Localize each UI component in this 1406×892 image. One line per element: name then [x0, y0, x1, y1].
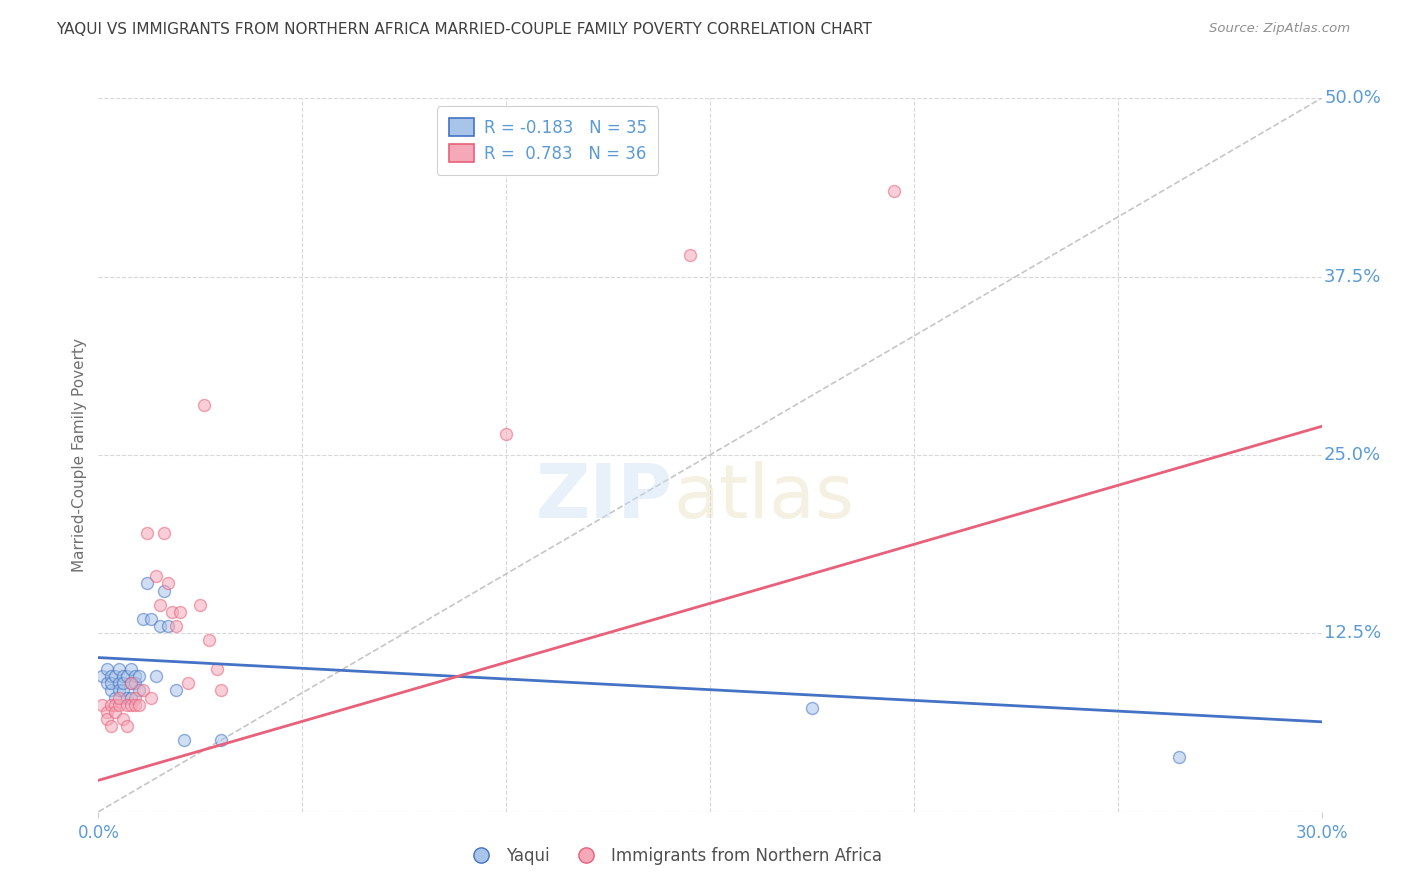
Legend: Yaqui, Immigrants from Northern Africa: Yaqui, Immigrants from Northern Africa — [458, 840, 889, 871]
Text: ZIP: ZIP — [536, 461, 673, 534]
Point — [177, 676, 200, 690]
Point — [115, 698, 138, 712]
Point — [165, 683, 187, 698]
Text: 50.0%: 50.0% — [1324, 89, 1381, 107]
Point — [205, 662, 228, 676]
Point — [124, 676, 146, 690]
Point — [197, 633, 219, 648]
Text: YAQUI VS IMMIGRANTS FROM NORTHERN AFRICA MARRIED-COUPLE FAMILY POVERTY CORRELATI: YAQUI VS IMMIGRANTS FROM NORTHERN AFRICA… — [56, 22, 872, 37]
Point — [495, 426, 517, 441]
Text: 12.5%: 12.5% — [1324, 624, 1381, 642]
Point — [115, 719, 138, 733]
Point — [111, 683, 134, 698]
Point — [679, 248, 702, 262]
Point — [120, 676, 142, 690]
Point — [96, 712, 118, 726]
Point — [141, 690, 163, 705]
Point — [111, 712, 134, 726]
Point — [120, 676, 142, 690]
Point — [120, 662, 142, 676]
Point — [115, 690, 138, 705]
Point — [160, 605, 183, 619]
Point — [209, 733, 232, 747]
Point — [104, 698, 127, 712]
Point — [104, 705, 127, 719]
Point — [156, 576, 179, 591]
Point — [141, 612, 163, 626]
Point — [883, 184, 905, 198]
Point — [801, 700, 824, 714]
Point — [120, 698, 142, 712]
Point — [91, 698, 114, 712]
Point — [145, 569, 167, 583]
Point — [108, 676, 131, 690]
Point — [108, 698, 131, 712]
Point — [136, 526, 159, 541]
Point — [108, 662, 131, 676]
Point — [193, 398, 215, 412]
Point — [124, 690, 146, 705]
Point — [128, 683, 150, 698]
Text: atlas: atlas — [673, 461, 855, 534]
Point — [149, 619, 172, 633]
Point — [100, 719, 122, 733]
Point — [111, 676, 134, 690]
Point — [124, 669, 146, 683]
Point — [108, 690, 131, 705]
Point — [111, 669, 134, 683]
Point — [149, 598, 172, 612]
Point — [115, 669, 138, 683]
Point — [120, 690, 142, 705]
Point — [169, 605, 191, 619]
Point — [108, 683, 131, 698]
Text: 37.5%: 37.5% — [1324, 268, 1382, 285]
Text: Source: ZipAtlas.com: Source: ZipAtlas.com — [1209, 22, 1350, 36]
Point — [173, 733, 195, 747]
Point — [100, 683, 122, 698]
Point — [1167, 750, 1189, 764]
Text: 25.0%: 25.0% — [1324, 446, 1381, 464]
Point — [96, 705, 118, 719]
Point — [128, 669, 150, 683]
Point — [104, 690, 127, 705]
Point — [156, 619, 179, 633]
Point — [104, 669, 127, 683]
Point — [145, 669, 167, 683]
Point — [100, 669, 122, 683]
Point — [132, 612, 155, 626]
Point — [209, 683, 232, 698]
Point — [91, 669, 114, 683]
Point — [128, 698, 150, 712]
Point — [188, 598, 212, 612]
Point — [165, 619, 187, 633]
Y-axis label: Married-Couple Family Poverty: Married-Couple Family Poverty — [72, 338, 87, 572]
Point — [152, 583, 174, 598]
Point — [132, 683, 155, 698]
Point — [152, 526, 174, 541]
Point — [136, 576, 159, 591]
Point — [96, 676, 118, 690]
Point — [100, 698, 122, 712]
Point — [96, 662, 118, 676]
Point — [124, 698, 146, 712]
Point — [100, 676, 122, 690]
